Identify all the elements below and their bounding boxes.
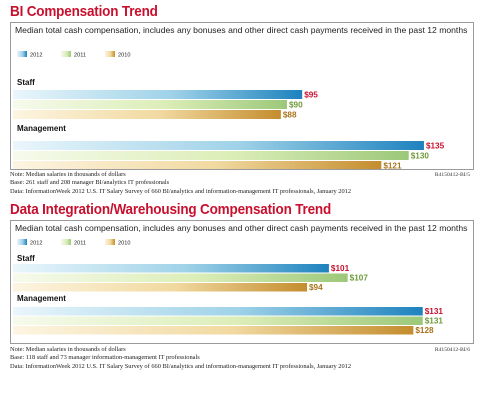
legend-swatch-2011: [61, 239, 71, 245]
data-label-2012-staff: $95: [304, 91, 318, 100]
bar-2011-management: [13, 151, 409, 160]
legend-label-2010: 2010: [118, 53, 130, 59]
chart-1-base: Base: 261 staff and 208 manager BI/analy…: [10, 179, 170, 187]
data-label-2012-staff: $101: [331, 264, 350, 273]
bar-2012-staff: [13, 264, 329, 273]
bar-2011-management: [13, 316, 423, 325]
bar-2010-staff: [13, 110, 281, 119]
bar-2012-staff: [13, 90, 303, 99]
data-label-2011-staff: $107: [350, 274, 369, 283]
data-label-2012-management: $131: [425, 307, 444, 316]
chart-1-subtitle: Median total cash compensation, includes…: [15, 25, 468, 35]
category-label: Management: [17, 294, 66, 303]
legend-label-2012: 2012: [30, 53, 42, 59]
chart-1-source-id: R4150412-BI/5: [434, 172, 470, 178]
chart-2-base: Base: 118 staff and 73 manager informati…: [10, 354, 200, 362]
chart-1-note: Note: Median salaries in thousands of do…: [10, 171, 126, 178]
data-label-2010-staff: $88: [283, 111, 297, 120]
chart-2-source-id: R4150412-BI/6: [434, 347, 470, 353]
chart-2-subtitle: Median total cash compensation, includes…: [15, 223, 468, 233]
legend-label-2011: 2011: [74, 241, 86, 247]
bar-2010-management: [13, 161, 382, 169]
legend-swatch-2011: [61, 51, 71, 57]
chart-1-plot: 2012 2011 2010 Staff $95$90$88 Management $135…: [13, 51, 445, 170]
bar-2012-management: [13, 141, 424, 150]
category-label: Management: [17, 124, 66, 133]
bar-2011-staff: [13, 100, 287, 109]
data-label-2011-staff: $90: [289, 101, 303, 110]
chart-2-source: Data: InformationWeek 2012 U.S. IT Salar…: [10, 362, 352, 370]
legend-swatch-2010: [105, 239, 115, 245]
legend-label-2011: 2011: [74, 53, 86, 59]
legend-swatch-2012: [17, 51, 27, 57]
data-label-2011-management: $130: [411, 152, 430, 161]
chart-2-note: Note: Median salaries in thousands of do…: [10, 346, 126, 353]
legend-label-2010: 2010: [118, 241, 130, 247]
chart-1-notes: Note: Median salaries in thousands of do…: [10, 171, 474, 196]
data-label-2010-management: $121: [383, 162, 402, 170]
data-label-2010-management: $128: [415, 326, 434, 335]
data-label-2010-staff: $94: [309, 283, 323, 292]
bar-2010-staff: [13, 283, 308, 292]
chart-1-panel: Median total cash compensation, includes…: [10, 22, 474, 170]
legend-swatch-2012: [17, 239, 27, 245]
chart-1-title: BI Compensation Trend: [10, 3, 158, 20]
category-label: Staff: [17, 78, 35, 87]
category-label: Staff: [17, 254, 35, 263]
bar-2010-management: [13, 326, 414, 335]
legend-swatch-2010: [105, 51, 115, 57]
chart-2-panel: Median total cash compensation, includes…: [10, 220, 474, 344]
bar-2011-staff: [13, 273, 348, 282]
chart-1-source: Data: InformationWeek 2012 U.S. IT Salar…: [10, 187, 352, 195]
chart-2-notes: Note: Median salaries in thousands of do…: [10, 346, 474, 371]
chart-2-title: Data Integration/Warehousing Compensatio…: [10, 201, 332, 218]
bar-2012-management: [13, 307, 423, 316]
data-label-2011-management: $131: [425, 317, 444, 326]
chart-2-plot: 2012 2011 2010 Staff $101$107 $94 Management $1…: [13, 239, 444, 335]
data-label-2012-management: $135: [426, 142, 445, 151]
legend-label-2012: 2012: [30, 241, 42, 247]
